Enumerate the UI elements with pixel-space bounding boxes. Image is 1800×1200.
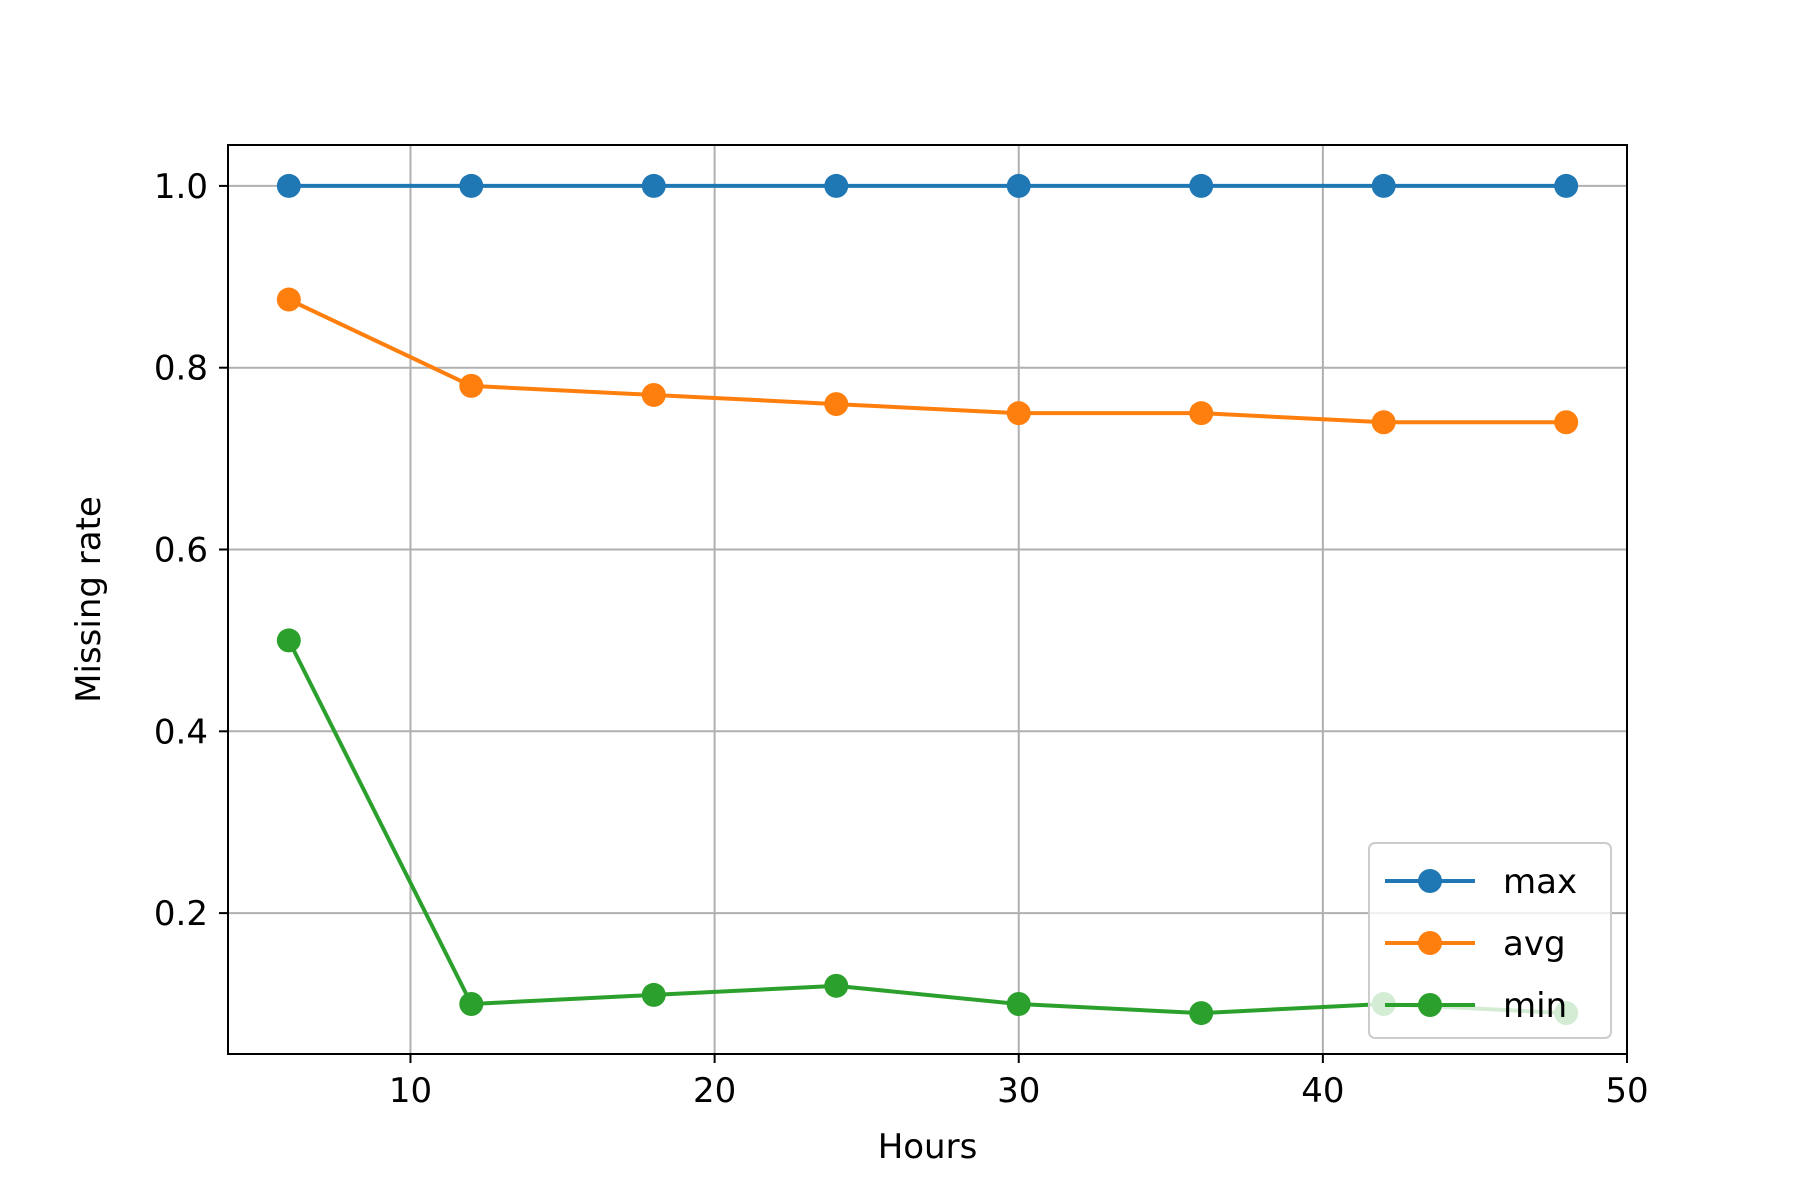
data-point-min — [1189, 1001, 1214, 1026]
legend-marker-avg — [1418, 931, 1442, 955]
data-point-max — [824, 173, 849, 198]
y-tick-label: 0.8 — [154, 349, 208, 389]
data-point-min — [824, 973, 849, 998]
data-point-max — [459, 173, 484, 198]
data-point-avg — [1554, 410, 1579, 435]
data-point-avg — [1371, 410, 1396, 435]
x-tick-label: 10 — [389, 1071, 432, 1111]
data-point-min — [641, 982, 666, 1007]
legend-marker-min — [1418, 993, 1442, 1017]
data-point-min — [1006, 992, 1031, 1017]
data-point-max — [276, 173, 301, 198]
x-tick-label: 40 — [1301, 1071, 1344, 1111]
data-point-max — [1371, 173, 1396, 198]
data-point-avg — [1189, 401, 1214, 426]
y-tick-label: 1.0 — [154, 167, 208, 207]
data-point-avg — [641, 382, 666, 407]
data-point-max — [1554, 173, 1579, 198]
y-axis-label: Missing rate — [69, 496, 109, 703]
data-point-avg — [1006, 401, 1031, 426]
data-point-max — [641, 173, 666, 198]
x-axis-label: Hours — [878, 1127, 978, 1167]
series-avg — [276, 287, 1579, 435]
series-layer — [276, 173, 1579, 1026]
y-tick-label: 0.4 — [154, 712, 208, 752]
legend-marker-max — [1418, 869, 1442, 893]
x-tick-label: 50 — [1605, 1071, 1648, 1111]
legend: max avg min — [1368, 842, 1612, 1039]
legend-label-min: min — [1503, 986, 1567, 1026]
plot-frame — [227, 144, 1628, 1055]
axis-ticks: 10 20 30 40 50 0.2 0.4 0.6 0.8 1.0 — [154, 167, 1649, 1111]
series-max — [276, 173, 1579, 198]
y-tick-label: 0.6 — [154, 531, 208, 571]
series-min — [276, 628, 1579, 1026]
legend-label-max: max — [1503, 862, 1577, 902]
data-point-max — [1006, 173, 1031, 198]
data-point-max — [1189, 173, 1214, 198]
legend-label-avg: avg — [1503, 924, 1566, 964]
x-tick-label: 20 — [693, 1071, 736, 1111]
data-point-avg — [276, 287, 301, 312]
data-point-avg — [824, 392, 849, 417]
x-tick-label: 30 — [997, 1071, 1040, 1111]
series-line-min — [287, 639, 1567, 1016]
series-line-avg — [287, 297, 1567, 425]
data-point-min — [276, 628, 301, 653]
data-point-avg — [459, 373, 484, 398]
data-point-min — [459, 992, 484, 1017]
y-tick-label: 0.2 — [154, 894, 208, 934]
